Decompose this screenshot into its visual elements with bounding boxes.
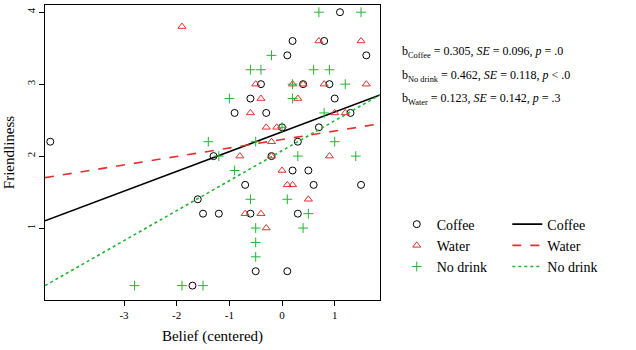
svg-text:Coffee: Coffee	[437, 218, 475, 233]
svg-text:Belief (centered): Belief (centered)	[162, 328, 263, 345]
svg-text:b​Water​ = 0.123, SE = 0.142,: b​Water​ = 0.123, SE = 0.142, p = .3	[402, 91, 560, 107]
svg-text:1: 1	[25, 224, 37, 230]
svg-text:0: 0	[279, 309, 285, 321]
svg-text:b​No drink​ = 0.462, SE = 0.11: b​No drink​ = 0.462, SE = 0.118, p < .0	[402, 68, 570, 84]
svg-text:-3: -3	[119, 309, 129, 321]
svg-text:No drink: No drink	[547, 260, 597, 275]
svg-text:3: 3	[25, 79, 37, 85]
svg-text:-2: -2	[172, 309, 181, 321]
svg-text:Friendliness: Friendliness	[1, 116, 17, 189]
svg-text:Water: Water	[437, 239, 470, 254]
svg-text:4: 4	[25, 7, 37, 13]
svg-text:1: 1	[332, 309, 338, 321]
svg-text:Water: Water	[547, 239, 580, 254]
svg-text:-1: -1	[225, 309, 234, 321]
svg-text:No drink: No drink	[437, 260, 487, 275]
svg-text:b​Coffee​ = 0.305, SE = 0.096,: b​Coffee​ = 0.305, SE = 0.096, p = .0	[402, 44, 563, 60]
svg-text:2: 2	[25, 152, 37, 158]
svg-text:Coffee: Coffee	[547, 218, 585, 233]
